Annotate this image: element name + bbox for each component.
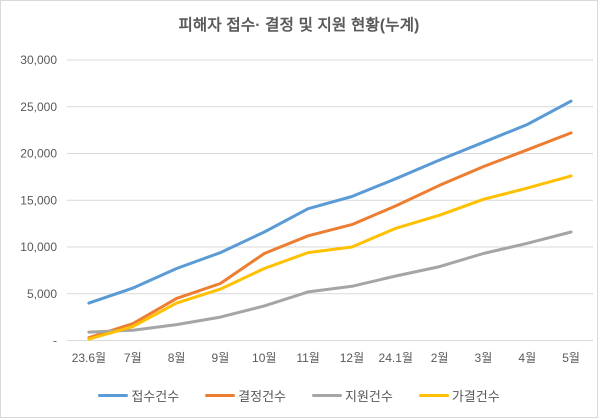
x-axis-tick-label: 24.1월: [379, 351, 413, 365]
y-axis-tick-label: 20,000: [20, 147, 57, 161]
series-line-reception-count: [87, 99, 573, 305]
x-axis-tick-label: 4월: [518, 351, 536, 365]
x-axis-tick-label: 23.6월: [72, 351, 106, 365]
legend-label-support: 지원건수: [345, 389, 393, 404]
x-axis-tick-label: 12월: [340, 351, 364, 365]
x-axis-tick-label: 11월: [296, 351, 320, 365]
series-line-approved-count: [87, 174, 573, 341]
legend-item-support: 지원건수: [312, 386, 393, 405]
y-axis-tick-label: 25,000: [20, 100, 57, 114]
x-axis-tick-label: 2월: [431, 351, 449, 365]
y-axis-tick-label: -: [53, 334, 57, 348]
legend-label-decision: 결정건수: [238, 389, 286, 404]
legend-item-reception: 접수건수: [98, 386, 179, 405]
x-axis-tick-label: 5월: [562, 351, 580, 365]
legend-swatch-decision: [205, 394, 236, 397]
legend-swatch-reception: [98, 394, 129, 397]
series-line-support-count: [87, 230, 573, 334]
legend-item-approved: 가결건수: [418, 386, 500, 405]
x-axis-tick-label: 8월: [168, 351, 186, 365]
y-axis-tick-label: 5,000: [27, 287, 57, 301]
legend-label-approved: 가결건수: [451, 389, 500, 404]
legend-item-decision: 결정건수: [205, 386, 286, 405]
y-axis-tick-label: 15,000: [20, 193, 57, 207]
y-axis-tick-label: 10,000: [20, 240, 57, 254]
y-axis-tick-label: 30,000: [20, 53, 57, 67]
chart-legend: 접수건수 결정건수 지원건수 가결건수: [1, 386, 597, 405]
x-axis-tick-label: 9월: [212, 351, 230, 365]
x-axis-tick-label: 10월: [252, 351, 276, 365]
x-axis-tick-label: 7월: [124, 351, 142, 365]
series-line-decision-count: [87, 131, 573, 340]
x-axis-tick-label: 3월: [475, 351, 493, 365]
chart-title: 피해자 접수· 결정 및 지원 현황(누계): [178, 17, 420, 34]
legend-swatch-support: [312, 394, 342, 397]
legend-label-reception: 접수건수: [131, 389, 180, 404]
legend-swatch-approved: [418, 394, 449, 397]
